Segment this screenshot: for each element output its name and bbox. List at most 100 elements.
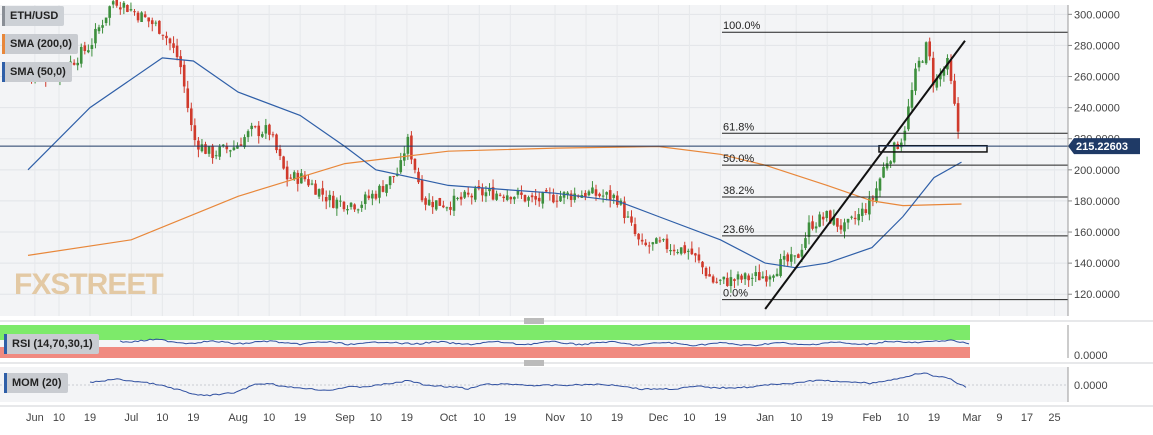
candle-body (520, 192, 523, 195)
mom-legend[interactable]: MOM (20) (4, 373, 68, 393)
candle-body (431, 201, 434, 208)
candle (285, 160, 289, 187)
rsi-y-tick-label: 0.0000 (1074, 350, 1108, 362)
rsi-line (119, 338, 970, 347)
candle (939, 68, 942, 87)
candle-body (79, 46, 83, 64)
candle (463, 189, 466, 199)
candle-body (779, 259, 782, 276)
current-price-label: 215.22603 (1076, 141, 1128, 153)
candle-body (655, 238, 658, 244)
candle-body (108, 6, 111, 18)
candle-body (310, 183, 314, 185)
candle-body (246, 131, 250, 138)
candle (818, 211, 821, 228)
symbol-legend[interactable]: ETH/USD (2, 6, 65, 26)
candle-body (775, 273, 779, 277)
candle-body (161, 34, 165, 36)
rsi-legend[interactable]: RSI (14,70,30,1) (4, 334, 99, 354)
candle-body (200, 144, 204, 152)
candle-body (484, 192, 488, 197)
sma50-legend[interactable]: SMA (50,0) (2, 62, 72, 82)
candle-body (253, 126, 257, 128)
candle-body (743, 273, 747, 280)
candle-body (821, 216, 825, 220)
candle (488, 183, 491, 196)
candle-body (694, 253, 697, 256)
candle-body (797, 254, 800, 258)
candle (775, 268, 779, 277)
candle-body (846, 218, 850, 223)
sma200-legend[interactable]: SMA (200,0) (2, 34, 78, 54)
candle (672, 244, 676, 256)
candle-body (300, 173, 303, 184)
candle (839, 218, 843, 234)
candle-body (285, 166, 289, 180)
candle-body (410, 135, 413, 160)
panel-resize-handle[interactable] (0, 360, 1153, 366)
candle (335, 197, 339, 216)
candle-body (197, 140, 200, 150)
panel-resize-handle[interactable] (0, 318, 1153, 324)
candle-body (83, 45, 87, 51)
candle (569, 190, 573, 207)
candle-body (793, 255, 797, 257)
x-tick-label: Sep (335, 412, 355, 424)
candle (410, 131, 413, 165)
candle (935, 74, 939, 91)
rsi-overbought-zone (0, 325, 970, 340)
candle-body (104, 17, 108, 24)
candle-body (818, 214, 821, 227)
candle-body (850, 216, 853, 218)
candle (797, 253, 800, 259)
candle-body (928, 41, 931, 57)
candle (857, 208, 860, 226)
candle-body (339, 200, 342, 202)
candle-body (175, 45, 179, 58)
candle-body (225, 145, 229, 150)
candle (214, 150, 218, 160)
candle-body (598, 193, 601, 197)
x-tick-label: 19 (84, 412, 96, 424)
y-tick-label: 300.0000 (1074, 9, 1120, 21)
candle (459, 192, 463, 206)
y-tick-label: 280.0000 (1074, 40, 1120, 52)
candle (537, 192, 541, 207)
candle-body (143, 14, 147, 18)
candle (445, 206, 449, 212)
candle (836, 218, 839, 232)
candle (491, 179, 495, 201)
candle (229, 149, 232, 158)
x-tick-label: 19 (294, 412, 306, 424)
candle (612, 193, 616, 204)
candle (165, 31, 168, 46)
x-tick-label: Aug (228, 412, 248, 424)
candle (850, 215, 853, 220)
candle-body (190, 108, 193, 126)
candle (640, 233, 644, 245)
candle-body (150, 20, 154, 25)
candle (207, 146, 211, 157)
candle (442, 200, 445, 209)
candle-body (594, 189, 598, 196)
candle-body (672, 249, 676, 252)
candle (523, 194, 527, 203)
candle-body (640, 239, 644, 242)
candle-body (690, 248, 694, 255)
candle (772, 274, 775, 282)
candle-body (417, 171, 420, 183)
candle-body (179, 56, 182, 68)
x-tick-label: 19 (928, 412, 940, 424)
candle (349, 202, 353, 210)
candle-body (459, 196, 463, 200)
candle-body (87, 50, 90, 53)
candle (275, 133, 278, 154)
candle-body (115, 0, 119, 6)
candle-body (292, 172, 296, 180)
candle-body (942, 69, 946, 76)
candle (807, 215, 811, 245)
candle-body (434, 200, 438, 210)
candle-body (491, 187, 495, 200)
candle-body (168, 38, 172, 44)
